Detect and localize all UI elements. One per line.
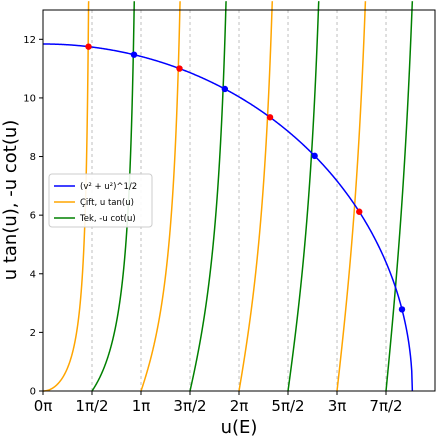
even-curve-branch: [140, 1, 181, 392]
odd-curve-branch: [189, 1, 227, 392]
curve-layer: [43, 1, 414, 392]
x-tick-label: 5π/2: [271, 397, 304, 415]
x-tick-label: 1π: [132, 397, 151, 415]
even-curve-branch: [43, 1, 90, 392]
odd-intersection-point: [398, 306, 406, 313]
y-tick-label: 2: [30, 328, 36, 339]
even-intersection-point: [85, 43, 92, 50]
legend-box: [48, 173, 153, 228]
odd-intersection-point: [311, 152, 318, 160]
x-tick-label: 3π/2: [173, 397, 206, 415]
odd-curve-branch: [385, 1, 414, 392]
x-tick-label: 1π/2: [75, 397, 108, 415]
legend: (v² + u²)^1/2 Çift, u tan(u) Tek, -u cot…: [48, 173, 153, 228]
odd-curve-branch: [287, 1, 320, 392]
x-tick-label: 7π/2: [369, 397, 402, 415]
even-intersection-point: [266, 114, 274, 121]
y-axis-label: u tan(u), -u cot(u): [0, 120, 21, 281]
odd-intersection-point: [221, 85, 229, 93]
legend-label-circle: (v² + u²)^1/2: [80, 182, 137, 192]
y-tick-label: 0: [30, 387, 36, 398]
y-tick-label: 4: [30, 269, 36, 280]
x-tick-label: 2π: [230, 397, 249, 415]
even-intersection-point: [176, 65, 183, 72]
even-intersection-point: [356, 208, 363, 215]
y-tick-label: 10: [23, 93, 36, 104]
y-tick-label: 6: [30, 211, 36, 222]
circle-curve: [43, 43, 414, 392]
legend-label-odd: Tek, -u cot(u): [79, 214, 136, 224]
odd-intersection-point: [130, 51, 138, 58]
x-tick-label: 0π: [34, 397, 53, 415]
point-layer: [85, 43, 406, 313]
x-tick-label: 3π: [328, 397, 347, 415]
even-curve-branch: [238, 1, 274, 392]
axis-layer: 0π 1π/2 1π 3π/2 2π 5π/2 3π 7π/2 0 2 4 6 8 10 12: [23, 35, 402, 415]
even-curve-branch: [336, 1, 367, 392]
y-tick-label: 8: [30, 152, 36, 163]
x-axis-label: u(E): [221, 417, 258, 438]
y-tick-label: 12: [23, 35, 36, 46]
legend-label-even: Çift, u tan(u): [80, 198, 134, 208]
